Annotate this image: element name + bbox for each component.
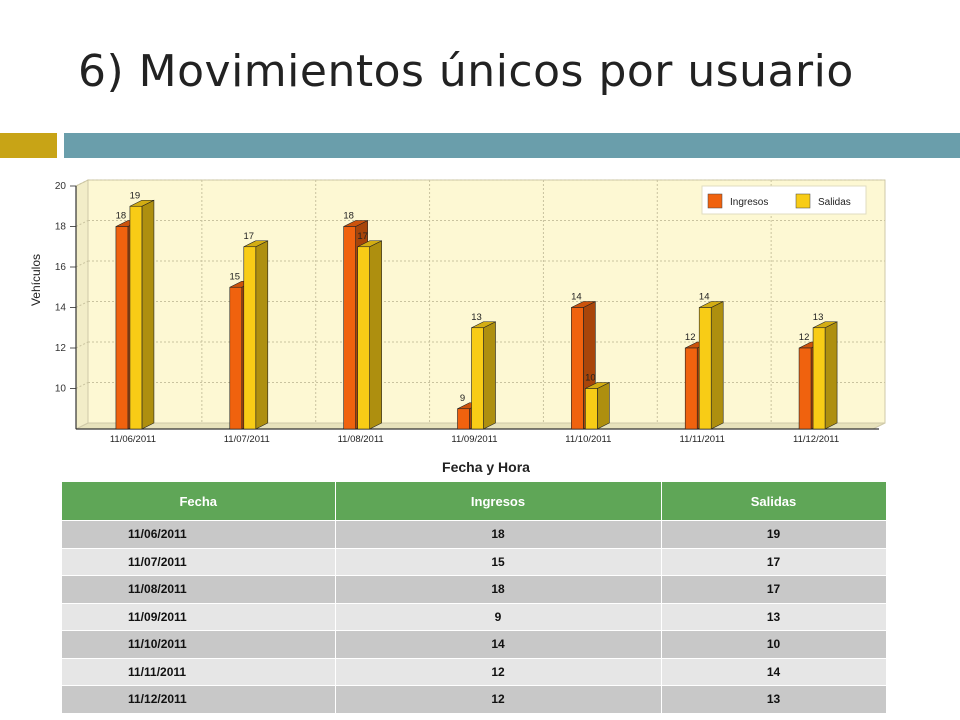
data-label-salidas: 13 [813,312,824,323]
data-label-salidas: 14 [699,292,710,303]
data-label-ingresos: 18 [343,211,354,222]
cell-fecha: 11/10/2011 [62,630,336,658]
bar-ingresos [343,226,356,430]
data-table: Fecha Ingresos Salidas 11/06/2011 18 19 … [62,482,887,713]
data-label-salidas: 17 [243,231,254,242]
data-label-salidas: 17 [357,231,368,242]
cell-ingresos: 12 [335,685,662,713]
table-row: 11/07/2011 15 17 [62,547,887,576]
x-tick-label: 11/08/2011 [338,434,384,445]
legend-label-ingresos: Ingresos [730,197,768,208]
bar-salidas-side [255,240,269,430]
bar-salidas [129,205,143,430]
data-label-ingresos: 15 [229,271,240,282]
y-tick-label: 16 [55,262,67,273]
cell-salidas: 19 [661,520,887,548]
cell-salidas: 14 [661,657,887,686]
data-label-ingresos: 12 [685,332,696,343]
bar-salidas [357,246,370,430]
legend-label-salidas: Salidas [818,197,851,208]
cell-fecha: 11/12/2011 [62,685,336,713]
cell-ingresos: 14 [335,630,662,658]
bar-salidas [812,327,826,430]
table-row: 11/08/2011 18 17 [62,575,887,603]
cell-fecha: 11/07/2011 [62,547,336,576]
bar-salidas-side [710,301,724,430]
data-label-salidas: 13 [471,312,482,323]
header-salidas: Salidas [661,482,887,521]
data-label-ingresos: 12 [799,332,810,343]
cell-salidas: 13 [661,602,887,631]
bar-salidas-side [483,321,496,430]
data-label-ingresos: 18 [116,211,127,222]
cell-salidas: 17 [661,575,887,603]
bar-ingresos [115,226,129,430]
data-label-ingresos: 9 [460,393,465,404]
legend-swatch-ingresos [707,193,723,209]
cell-fecha: 11/09/2011 [62,602,336,631]
y-tick-label: 18 [55,222,67,233]
bar-salidas-side [369,240,382,430]
cell-fecha: 11/06/2011 [62,520,336,548]
table-row: 11/12/2011 12 13 [62,685,887,713]
data-label-salidas: 19 [130,190,141,201]
bar-ingresos [684,347,698,430]
bar-salidas [471,327,484,430]
bar-salidas-side [597,382,610,430]
bar-ingresos [798,347,812,430]
cell-salidas: 17 [661,547,887,576]
data-label-ingresos: 14 [571,292,582,303]
bar-salidas [585,388,598,430]
x-tick-label: 11/09/2011 [451,434,497,445]
table-row: 11/06/2011 18 19 [62,520,887,548]
x-tick-label: 11/06/2011 [110,434,156,445]
bar-salidas-side [141,199,155,430]
y-tick-label: 10 [55,384,67,395]
header-ingresos: Ingresos [335,482,662,521]
cell-salidas: 13 [661,685,887,713]
table-row: 11/09/2011 9 13 [62,602,887,631]
data-label-salidas: 10 [585,373,596,384]
bar-ingresos [457,408,470,430]
bar-salidas [698,307,712,430]
table-row: 11/11/2011 12 14 [62,657,887,686]
y-tick-label: 12 [55,343,67,354]
table-row: 11/10/2011 14 10 [62,630,887,658]
cell-ingresos: 18 [335,575,662,603]
y-tick-label: 14 [55,303,67,314]
bar-ingresos [571,307,584,430]
cell-ingresos: 9 [335,602,662,631]
y-tick-label: 20 [55,181,67,192]
x-tick-label: 11/10/2011 [565,434,611,445]
legend [701,185,867,215]
slide-title: 6) Movimientos únicos por usuario [78,46,854,97]
bar-chart: 101214161820181911/06/2011151711/07/2011… [29,179,886,475]
x-axis-label: Fecha y Hora [442,459,530,475]
cell-ingresos: 18 [335,520,662,548]
header-fecha: Fecha [62,482,336,521]
bar-salidas [243,246,257,430]
bar-salidas-side [824,321,838,430]
cell-salidas: 10 [661,630,887,658]
legend-swatch-salidas [795,193,811,209]
chart-side-wall [75,179,89,430]
y-axis-label: Vehículos [29,254,43,306]
cell-ingresos: 12 [335,657,662,686]
cell-fecha: 11/08/2011 [62,575,336,603]
accent-bar-gold [0,133,57,158]
x-tick-label: 11/07/2011 [224,434,270,445]
x-tick-label: 11/11/2011 [679,434,724,445]
table-header-row: Fecha Ingresos Salidas [62,482,887,521]
accent-bar-teal [64,133,960,158]
bar-ingresos [229,286,243,430]
cell-fecha: 11/11/2011 [62,657,336,686]
cell-ingresos: 15 [335,547,662,576]
x-tick-label: 11/12/2011 [793,434,839,445]
